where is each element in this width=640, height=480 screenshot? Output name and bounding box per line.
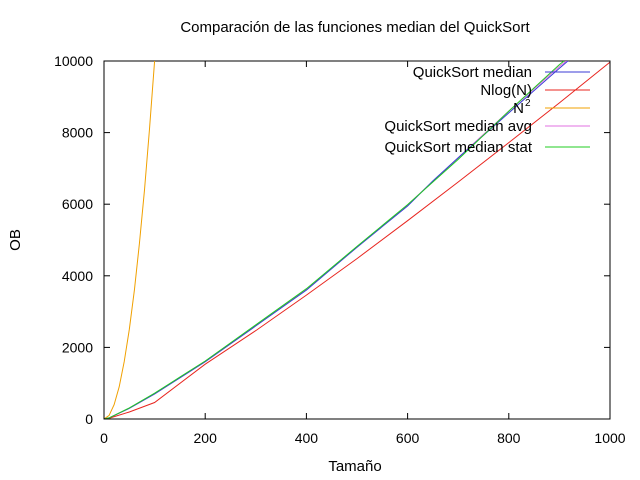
- legend-label-n2: N: [513, 100, 524, 117]
- series-line-n2: [104, 61, 156, 419]
- chart-title: Comparación de las funciones median del …: [180, 19, 530, 36]
- legend-label-quicksort-median: QuickSort median: [413, 64, 532, 81]
- x-tick-label: 400: [295, 430, 319, 446]
- series-line-nlogn: [104, 61, 610, 419]
- legend-label-quicksort-median-avg: QuickSort median avg: [384, 118, 532, 135]
- legend-label-n2-exponent: 2: [525, 98, 531, 109]
- y-tick-label: 2000: [62, 339, 93, 355]
- x-tick-label: 1000: [594, 430, 625, 446]
- x-tick-label: 600: [396, 430, 420, 446]
- y-tick-label: 0: [85, 411, 93, 427]
- x-tick-label: 800: [497, 430, 521, 446]
- y-tick-label: 6000: [62, 196, 93, 212]
- series-line-quicksort-median-stat: [104, 61, 565, 419]
- legend-label-nlogn: Nlog(N): [480, 82, 532, 99]
- x-tick-label: 200: [194, 430, 218, 446]
- x-axis-title: Tamaño: [328, 458, 381, 475]
- y-tick-label: 4000: [62, 268, 93, 284]
- legend: QuickSort median Nlog(N) N 2 QuickSort m…: [384, 64, 532, 156]
- legend-label-n2-base: N: [513, 100, 524, 117]
- x-tick-label: 0: [100, 430, 108, 446]
- legend-label-quicksort-median-stat: QuickSort median stat: [384, 139, 532, 156]
- y-axis-title: OB: [7, 229, 24, 251]
- y-tick-label: 8000: [62, 125, 93, 141]
- plot-frame: [103, 60, 611, 420]
- y-tick-label: 10000: [54, 53, 93, 69]
